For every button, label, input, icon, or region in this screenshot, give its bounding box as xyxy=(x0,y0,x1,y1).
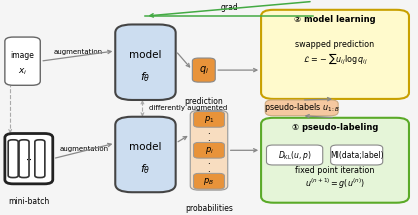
Text: model: model xyxy=(129,142,162,152)
Text: $\cdot$
$\cdot$: $\cdot$ $\cdot$ xyxy=(207,127,211,143)
Text: $f_\theta$: $f_\theta$ xyxy=(140,163,151,177)
Text: $p_i$: $p_i$ xyxy=(204,145,214,156)
FancyBboxPatch shape xyxy=(194,112,224,127)
Text: grad: grad xyxy=(220,3,238,12)
Text: fixed point iteration
$u^{(n+1)}=g(u^{(n)})$: fixed point iteration $u^{(n+1)}=g(u^{(n… xyxy=(296,166,375,191)
Text: $\cdot\!\cdot$: $\cdot\!\cdot$ xyxy=(25,154,32,164)
Text: $\cdot$
$\cdot$: $\cdot$ $\cdot$ xyxy=(207,157,211,174)
Text: $D_{\mathrm{KL}}(u,p)$: $D_{\mathrm{KL}}(u,p)$ xyxy=(278,149,311,161)
Text: augmentation: augmentation xyxy=(53,49,102,55)
FancyBboxPatch shape xyxy=(192,58,215,82)
FancyBboxPatch shape xyxy=(194,173,224,189)
FancyBboxPatch shape xyxy=(35,140,45,178)
Text: model: model xyxy=(129,50,162,60)
FancyBboxPatch shape xyxy=(115,25,176,100)
Text: $p_B$: $p_B$ xyxy=(204,176,214,187)
FancyBboxPatch shape xyxy=(190,111,228,190)
Text: differently augmented: differently augmented xyxy=(149,105,227,111)
FancyBboxPatch shape xyxy=(331,145,383,165)
Text: ① pseudo-labeling: ① pseudo-labeling xyxy=(292,123,378,132)
FancyBboxPatch shape xyxy=(261,118,409,203)
FancyBboxPatch shape xyxy=(261,10,409,99)
FancyBboxPatch shape xyxy=(5,37,40,85)
Text: $f_\theta$: $f_\theta$ xyxy=(140,71,151,84)
FancyBboxPatch shape xyxy=(115,117,176,192)
FancyBboxPatch shape xyxy=(194,142,224,158)
Text: probabilities: probabilities xyxy=(185,204,233,213)
FancyBboxPatch shape xyxy=(5,134,53,184)
Text: pseudo-labels $u_{1:B}$: pseudo-labels $u_{1:B}$ xyxy=(263,101,340,114)
Text: augmentation: augmentation xyxy=(59,146,109,152)
Text: $q_i$: $q_i$ xyxy=(199,64,209,76)
Text: $p_1$: $p_1$ xyxy=(204,114,214,125)
FancyBboxPatch shape xyxy=(265,100,338,116)
Text: ② model learning: ② model learning xyxy=(294,15,376,24)
Text: prediction: prediction xyxy=(184,97,223,106)
FancyBboxPatch shape xyxy=(267,145,323,165)
Text: image: image xyxy=(10,51,35,60)
FancyBboxPatch shape xyxy=(19,140,29,178)
Text: $x_i$: $x_i$ xyxy=(18,66,27,77)
Text: MI(data;label): MI(data;label) xyxy=(330,150,383,160)
Text: swapped prediction
$\mathcal{L} = -\sum u_{ij}\log q_{ij}$: swapped prediction $\mathcal{L} = -\sum … xyxy=(296,40,375,66)
FancyBboxPatch shape xyxy=(8,140,18,178)
Text: mini-batch: mini-batch xyxy=(8,197,49,206)
